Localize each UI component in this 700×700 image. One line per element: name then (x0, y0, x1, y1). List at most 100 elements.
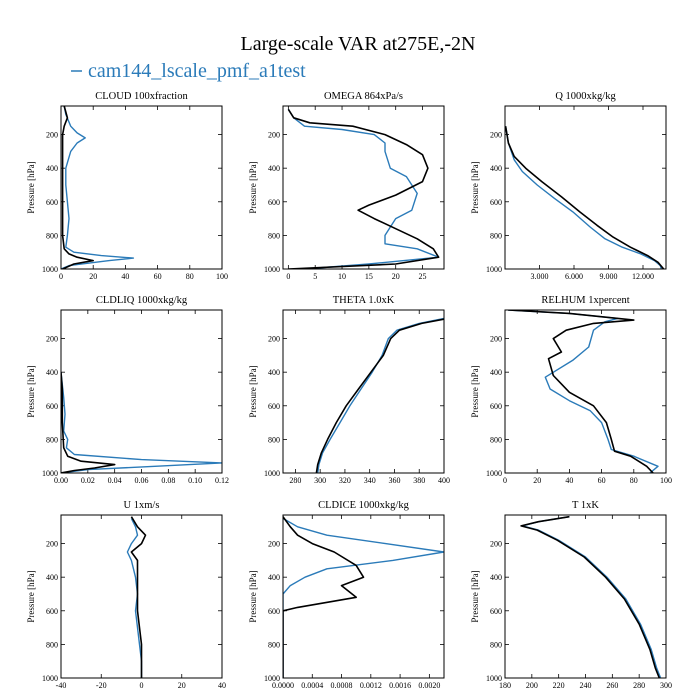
x-tick-label: 0 (59, 272, 63, 281)
y-tick-label: 800 (46, 640, 58, 649)
y-tick-label: 1000 (486, 469, 502, 478)
series-line-black (505, 126, 665, 269)
plot-frame (504, 514, 667, 679)
y-tick-label: 800 (268, 640, 280, 649)
y-axis-label: Pressure [hPa] (248, 570, 258, 622)
y-tick-label: 1000 (486, 674, 502, 683)
series-line-blue (317, 317, 444, 473)
y-axis-label: Pressure [hPa] (470, 161, 480, 213)
x-tick-label: 400 (438, 476, 450, 485)
panel-title: OMEGA 864xPa/s (324, 91, 403, 102)
x-tick-label: -20 (96, 681, 107, 690)
y-tick-label: 400 (490, 368, 502, 377)
series-line-blue (287, 109, 440, 269)
y-tick-label: 600 (490, 607, 502, 616)
y-tick-label: 600 (490, 198, 502, 207)
series-line-blue (61, 372, 222, 473)
series-line-blue (521, 516, 662, 678)
y-tick-label: 200 (268, 335, 280, 344)
y-tick-label: 600 (268, 607, 280, 616)
x-tick-label: 0 (503, 476, 507, 485)
x-tick-label: 0.0000 (272, 681, 294, 690)
y-tick-label: 800 (46, 231, 58, 240)
panel-5: THETA 1.0xK Pressure [hPa] 280 300 320 340 360… (248, 295, 450, 485)
y-tick-label: 1000 (42, 674, 58, 683)
plot-frame (282, 105, 445, 270)
series-line-black (520, 515, 661, 678)
y-axis-label: Pressure [hPa] (248, 161, 258, 213)
panel-title: RELHUM 1xpercent (541, 295, 629, 306)
panel-6: RELHUM 1xpercent Pressure [hPa] 0 20 40 60 80 1… (470, 295, 672, 485)
series-line-black (130, 516, 147, 678)
plot-frame (60, 105, 223, 270)
y-tick-label: 400 (490, 164, 502, 173)
panel-title: CLDICE 1000xkg/kg (318, 500, 409, 511)
x-tick-label: 240 (580, 681, 592, 690)
x-tick-label: 300 (660, 681, 672, 690)
y-tick-label: 800 (268, 435, 280, 444)
figure-legend: cam144_lscale_pmf_a1test (71, 60, 306, 82)
x-tick-label: 280 (633, 681, 645, 690)
y-tick-label: 400 (490, 573, 502, 582)
y-tick-label: 800 (490, 640, 502, 649)
figure-title: Large-scale VAR at275E,-2N (241, 33, 476, 55)
x-tick-label: 0.10 (188, 476, 202, 485)
series-line-black (61, 106, 94, 269)
x-tick-label: 20 (392, 272, 400, 281)
y-tick-label: 800 (46, 435, 58, 444)
y-tick-label: 200 (46, 335, 58, 344)
y-tick-label: 200 (46, 131, 58, 140)
y-tick-label: 200 (268, 131, 280, 140)
x-tick-label: 0 (140, 681, 144, 690)
x-tick-label: 0.0016 (389, 681, 411, 690)
series-line-black (283, 516, 365, 678)
y-axis-label: Pressure [hPa] (470, 570, 480, 622)
y-tick-label: 1000 (264, 674, 280, 683)
panel-3: Q 1000xkg/kg Pressure [hPa] 3.000 6.000 9.00… (470, 91, 667, 281)
x-tick-label: 100 (660, 476, 672, 485)
x-tick-label: 260 (606, 681, 618, 690)
panel-title: T 1xK (572, 500, 599, 511)
x-tick-label: 360 (388, 476, 400, 485)
y-tick-label: 600 (268, 402, 280, 411)
y-tick-label: 400 (46, 573, 58, 582)
x-tick-label: 100 (216, 272, 228, 281)
x-tick-label: 80 (630, 476, 638, 485)
x-tick-label: 25 (419, 272, 427, 281)
x-tick-label: 60 (598, 476, 606, 485)
y-tick-label: 800 (490, 231, 502, 240)
series-line-blue (283, 517, 444, 678)
x-tick-label: 320 (339, 476, 351, 485)
series-line-blue (508, 310, 659, 473)
panel-title: THETA 1.0xK (333, 295, 395, 306)
panel-title: Q 1000xkg/kg (555, 91, 616, 102)
y-tick-label: 400 (268, 368, 280, 377)
plot-frame (504, 309, 667, 474)
x-tick-label: 0.0008 (331, 681, 353, 690)
y-tick-label: 200 (490, 131, 502, 140)
panel-8: CLDICE 1000xkg/kg Pressure [hPa] 0.0000 0.0… (248, 500, 445, 690)
series-line-blue (126, 518, 143, 678)
legend-label: cam144_lscale_pmf_a1test (88, 60, 306, 82)
x-tick-label: 280 (289, 476, 301, 485)
panel-7: U 1xm/s Pressure [hPa] -40 -20 0 20 40 200 400 60… (26, 500, 226, 690)
plot-frame (282, 514, 445, 679)
y-tick-label: 1000 (264, 469, 280, 478)
x-tick-label: 0.02 (81, 476, 95, 485)
y-tick-label: 600 (46, 402, 58, 411)
y-axis-label: Pressure [hPa] (26, 161, 36, 213)
x-tick-label: 40 (218, 681, 226, 690)
y-tick-label: 400 (268, 573, 280, 582)
y-tick-label: 400 (268, 164, 280, 173)
x-tick-label: 0.0004 (301, 681, 323, 690)
y-tick-label: 800 (490, 435, 502, 444)
x-tick-label: 15 (365, 272, 373, 281)
x-tick-label: 0.08 (161, 476, 175, 485)
x-tick-label: 20 (533, 476, 541, 485)
x-tick-label: 40 (121, 272, 129, 281)
y-tick-label: 1000 (42, 265, 58, 274)
y-tick-label: 600 (490, 402, 502, 411)
series-line-black (315, 318, 444, 473)
y-tick-label: 400 (46, 368, 58, 377)
